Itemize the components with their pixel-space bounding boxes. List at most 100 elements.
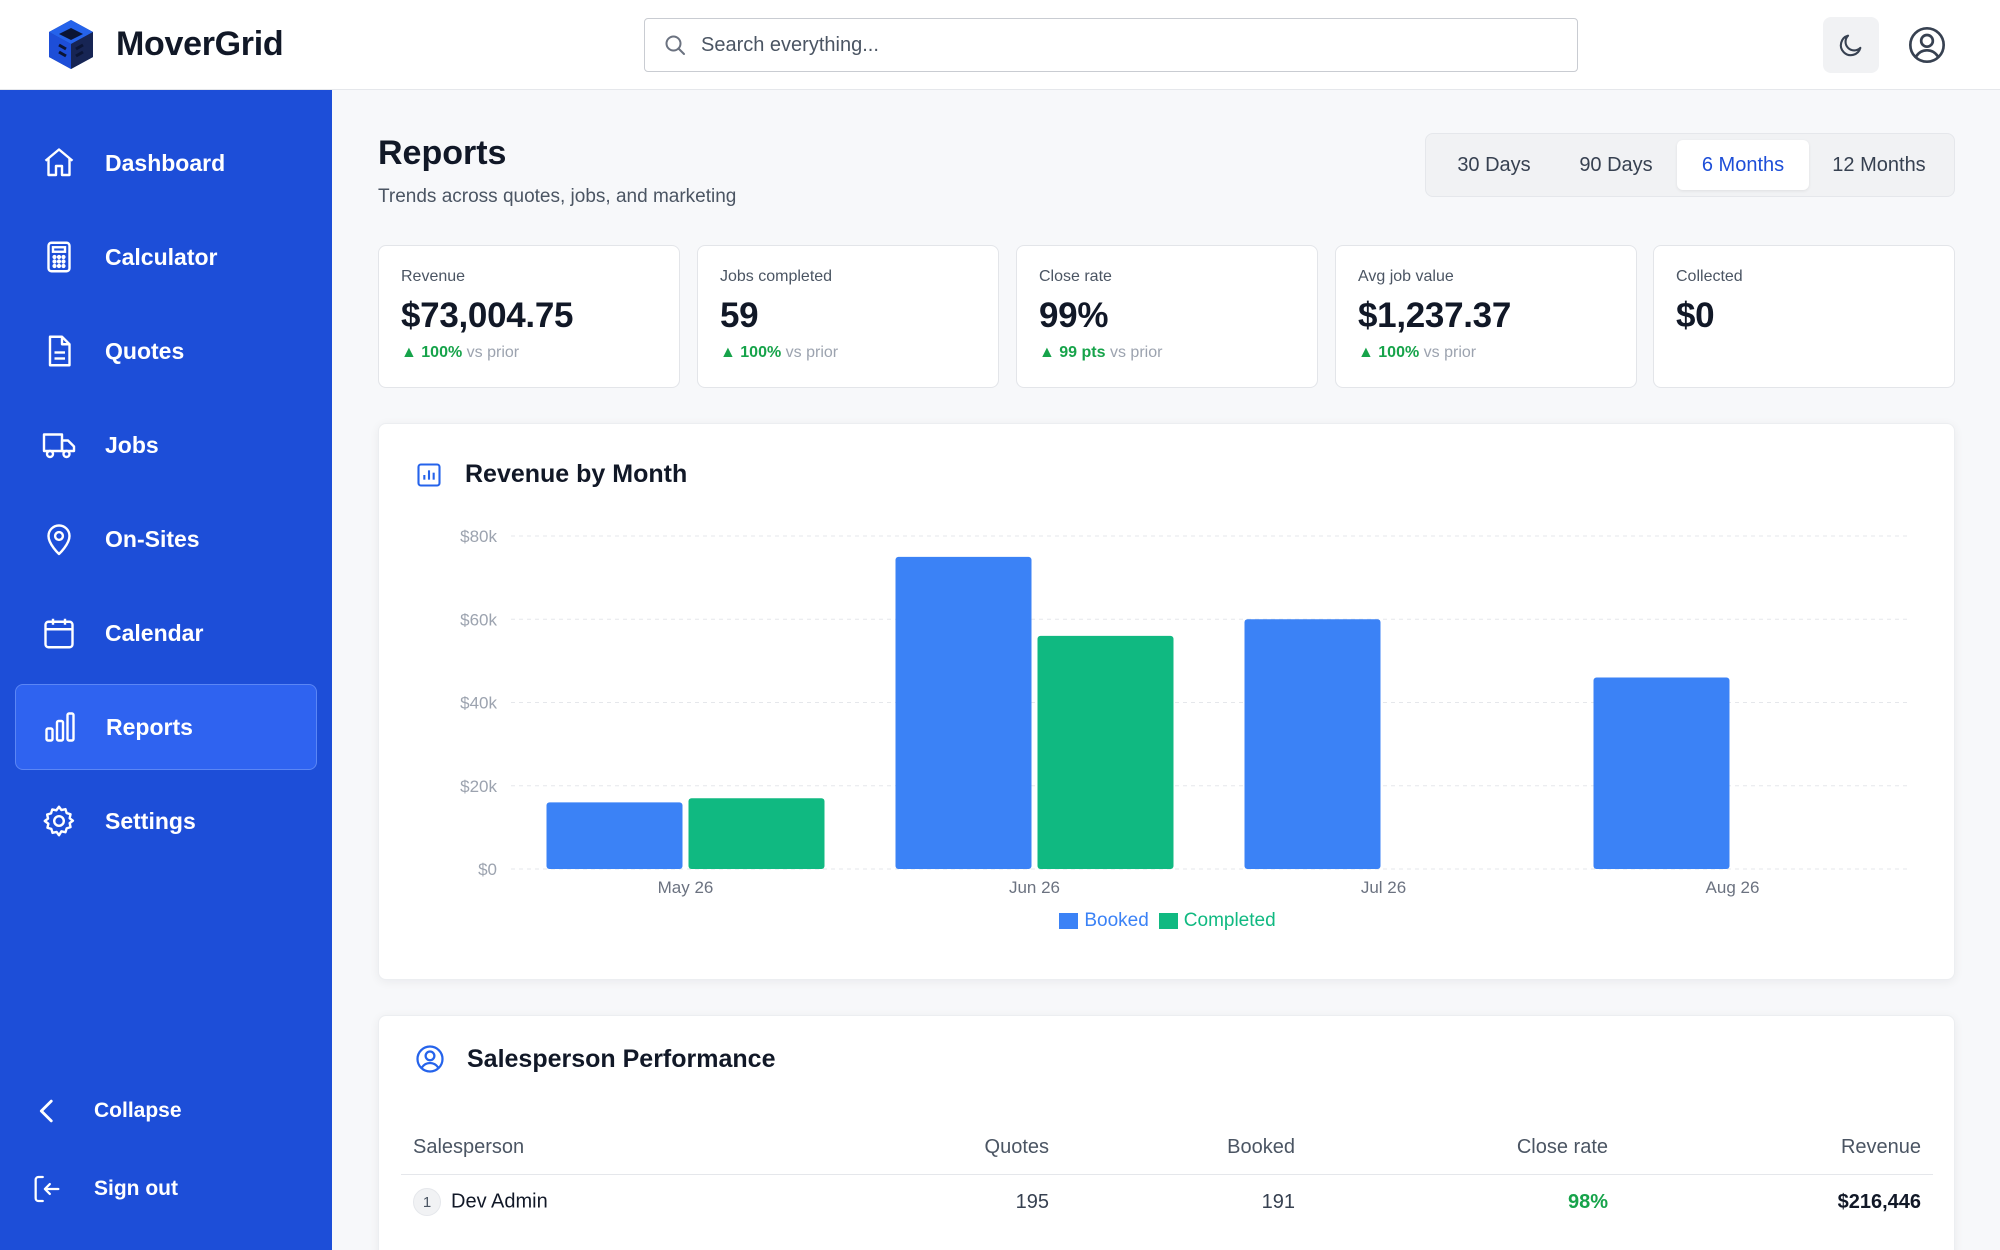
sidebar-item-label: Calendar (105, 619, 204, 646)
legend-swatch (1158, 913, 1178, 929)
column-header-salesperson[interactable]: Salesperson (401, 1122, 881, 1175)
column-header-revenue[interactable]: Revenue (1620, 1122, 1933, 1175)
up-arrow-icon: ▲ (720, 344, 741, 361)
kpi-value: $73,004.75 (401, 296, 574, 335)
collapse-button[interactable]: Collapse (30, 1094, 182, 1128)
card-header: Salesperson Performance (415, 1044, 775, 1074)
revenue-cell: $216,446 (1837, 1190, 1921, 1213)
up-arrow-icon: ▲ (401, 344, 422, 361)
legend-item-booked[interactable]: Booked (1059, 910, 1149, 932)
app-name: MoverGrid (116, 24, 284, 63)
search-input[interactable] (701, 33, 1561, 57)
sign-out-button[interactable]: Sign out (30, 1172, 178, 1206)
bar-completed-jun-26 (1037, 635, 1174, 869)
sidebar-item-quotes[interactable]: Quotes (15, 308, 317, 394)
sidebar-item-label: Reports (106, 713, 193, 740)
card-title: Salesperson Performance (467, 1044, 776, 1073)
revenue-by-month-card: $0 $20k $40k $60k $80k May 26 Jun 26 Jul 26 Aug … (378, 423, 1955, 980)
sidebar-item-settings[interactable]: Settings (15, 778, 317, 864)
calendar-icon (41, 615, 77, 651)
document-icon (41, 333, 77, 369)
kpi-delta-value: 100% (1378, 344, 1420, 361)
sidebar-item-jobs[interactable]: Jobs (15, 402, 317, 488)
kpi-jobs-completed-card: Jobs completed 59 ▲ 100% vs prior (697, 245, 999, 388)
sidebar-item-label: On-Sites (105, 525, 200, 552)
sidebar-item-reports[interactable]: Reports (15, 684, 317, 770)
brand[interactable]: MoverGrid (46, 18, 284, 70)
column-header-booked[interactable]: Booked (1061, 1122, 1307, 1175)
kpi-label: Collected (1676, 268, 1743, 285)
y-tick-label: $80k (460, 527, 497, 546)
gear-icon (41, 803, 77, 839)
range-12-months-button[interactable]: 12 Months (1832, 153, 1926, 176)
kpi-label: Avg job value (1358, 268, 1454, 285)
sidebar-item-label: Dashboard (105, 149, 226, 176)
kpi-delta-suffix: vs prior (1109, 344, 1163, 361)
kpi-revenue-card: Revenue $73,004.75 ▲ 100% vs prior (378, 245, 680, 388)
kpi-value: 99% (1039, 296, 1109, 335)
search-icon (665, 35, 685, 55)
legend-label: Booked (1084, 910, 1149, 931)
sidebar-item-label: Settings (105, 807, 196, 834)
chart-icon (417, 462, 441, 487)
salesperson-cell: 1 Dev Admin (401, 1174, 881, 1230)
sidebar-item-label: Quotes (105, 337, 185, 364)
x-tick-label: Jul 26 (1361, 878, 1406, 897)
kpi-delta: ▲ 100% vs prior (401, 344, 679, 362)
kpi-avg-job-value-card: Avg job value $1,237.37 ▲ 100% vs prior (1335, 245, 1637, 388)
y-tick-label: $20k (460, 777, 497, 796)
sidebar-item-on-sites[interactable]: On-Sites (15, 496, 317, 582)
card-header: Revenue by Month (415, 460, 687, 489)
sidebar-item-calendar[interactable]: Calendar (15, 590, 317, 676)
kpi-delta: ▲ 100% vs prior (1358, 344, 1636, 362)
user-menu-button[interactable] (1904, 22, 1950, 68)
sidebar: Dashboard Calculator Quotes Jobs On-Site… (0, 90, 332, 1250)
search-box[interactable] (644, 18, 1578, 72)
user-circle-icon (1909, 27, 1945, 63)
sidebar-item-label: Jobs (105, 431, 159, 458)
page-subtitle: Trends across quotes, jobs, and marketin… (378, 186, 737, 207)
range-6-months-button[interactable]: 6 Months (1677, 140, 1809, 190)
kpi-delta-suffix: vs prior (466, 344, 520, 361)
page-title: Reports (378, 134, 507, 172)
truck-icon (41, 427, 77, 463)
card-title: Revenue by Month (465, 460, 688, 488)
bar-booked-jul-26 (1244, 619, 1381, 869)
kpi-delta-value: 99 pts (1059, 344, 1106, 361)
x-tick-label: May 26 (658, 878, 714, 897)
cube-logo-icon (49, 20, 93, 69)
up-arrow-icon: ▲ (1358, 344, 1379, 361)
x-tick-label: Jun 26 (1009, 878, 1060, 897)
kpi-close-rate-card: Close rate 99% ▲ 99 pts vs prior (1016, 245, 1318, 388)
booked-cell: 191 (1261, 1190, 1295, 1213)
theme-toggle-button[interactable] (1823, 17, 1879, 73)
date-range-selector: 30 Days 90 Days 6 Months 12 Months (1425, 133, 1955, 197)
range-90-days-button[interactable]: 90 Days (1579, 153, 1653, 176)
legend-swatch (1059, 913, 1079, 929)
close-rate-cell: 98% (1567, 1190, 1608, 1213)
legend-label: Completed (1183, 910, 1276, 931)
sidebar-item-calculator[interactable]: Calculator (15, 214, 317, 300)
sidebar-item-dashboard[interactable]: Dashboard (15, 120, 317, 206)
kpi-delta: ▲ 99 pts vs prior (1039, 344, 1317, 362)
kpi-value: $0 (1676, 296, 1715, 335)
kpi-label: Close rate (1039, 268, 1112, 285)
legend-item-completed[interactable]: Completed (1158, 910, 1276, 932)
kpi-delta: ▲ 100% vs prior (720, 344, 998, 362)
kpi-collected-card: Collected $0 (1653, 245, 1955, 388)
revenue-chart: $0 $20k $40k $60k $80k May 26 Jun 26 Jul 26 Aug … (460, 527, 1907, 897)
chart-legend: Booked Completed (379, 910, 1956, 932)
user-circle-icon (416, 1045, 444, 1073)
column-header-quotes[interactable]: Quotes (881, 1122, 1061, 1175)
collapse-label: Collapse (94, 1099, 182, 1122)
column-header-close-rate[interactable]: Close rate (1307, 1122, 1620, 1175)
chevron-left-icon (39, 1099, 53, 1123)
moon-icon (1839, 34, 1862, 57)
y-tick-label: $0 (478, 860, 497, 879)
up-arrow-icon: ▲ (1039, 344, 1060, 361)
bar-booked-may-26 (546, 802, 683, 869)
sign-out-icon (34, 1175, 60, 1203)
table-row[interactable]: 1 Dev Admin 195 191 98% $216,446 (401, 1174, 1933, 1230)
kpi-delta-suffix: vs prior (785, 344, 839, 361)
range-30-days-button[interactable]: 30 Days (1457, 153, 1531, 176)
